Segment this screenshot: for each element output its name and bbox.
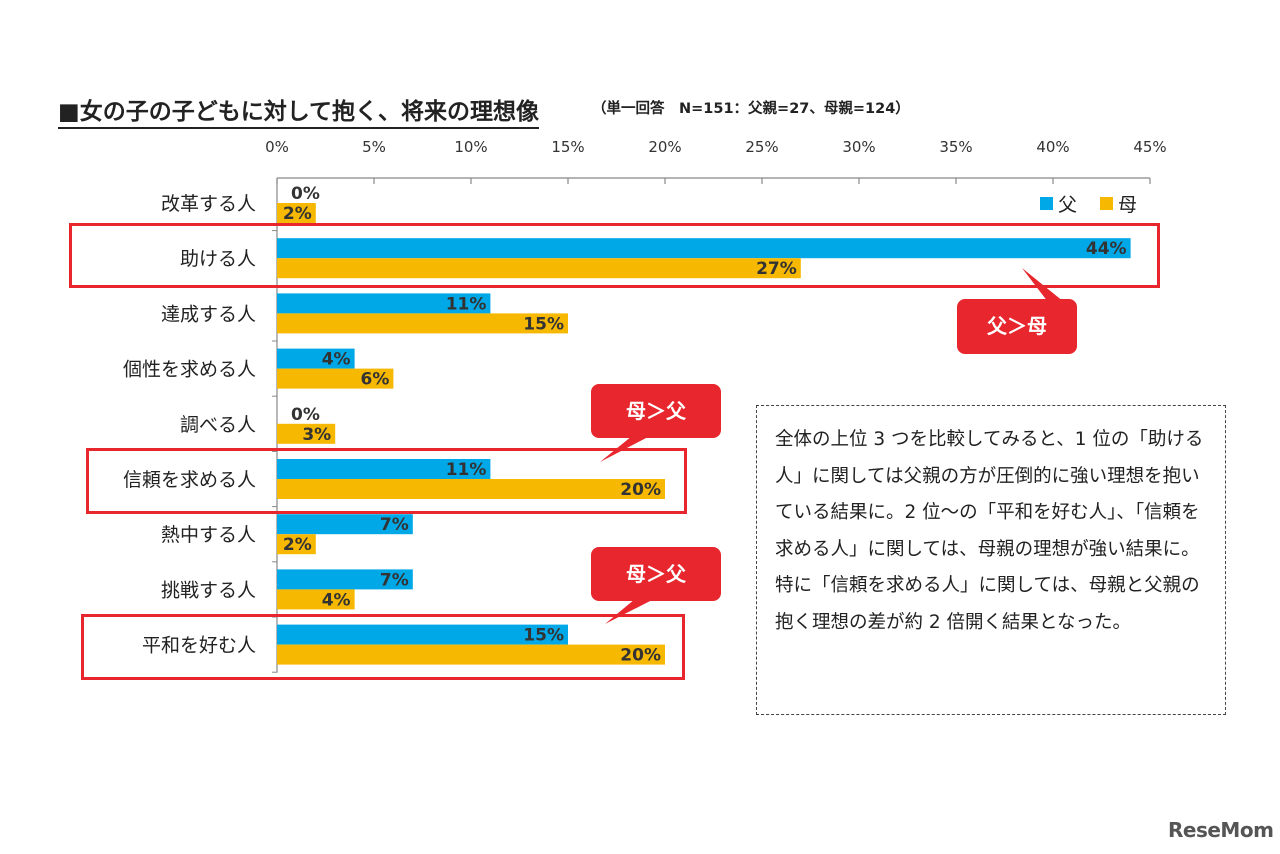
bar-father — [277, 459, 491, 479]
category-label: 個性を求める人 — [123, 359, 256, 381]
bubble-father-gt-mother: 父＞母 — [957, 299, 1077, 354]
category-label: 平和を好む人 — [142, 635, 256, 657]
category-label: 熱中する人 — [161, 524, 256, 546]
bar-father — [277, 348, 355, 369]
bar-value-label: 6% — [361, 370, 390, 390]
legend-swatch — [1100, 197, 1113, 210]
category-label: 調べる人 — [180, 414, 256, 436]
bar-value-label: 3% — [302, 425, 331, 445]
category-label: 助ける人 — [180, 248, 256, 270]
bar-father — [277, 514, 413, 535]
bar-value-label: 4% — [322, 350, 351, 370]
resemom-logo: ReseMom — [1168, 818, 1274, 842]
bar-value-label: 0% — [291, 405, 320, 425]
x-tick-label: 35% — [939, 138, 972, 156]
x-tick-label: 10% — [454, 138, 487, 156]
chart-title: ■女の子の子どもに対して抱く、将来の理想像 — [58, 92, 540, 129]
category-label: 改革する人 — [161, 193, 256, 215]
x-tick-label: 0% — [265, 138, 289, 156]
bar-father — [277, 238, 1131, 259]
bar-value-label: 15% — [523, 626, 564, 646]
bar-value-label: 27% — [756, 259, 797, 279]
bar-value-label: 11% — [446, 460, 487, 480]
bubble-mother-gt-father-1: 母＞父 — [591, 384, 721, 438]
bar-mother — [277, 644, 665, 665]
category-label: 挑戦する人 — [161, 579, 256, 601]
bar-value-label: 20% — [620, 480, 661, 500]
bar-value-label: 4% — [322, 590, 351, 610]
bar-value-label: 2% — [283, 204, 312, 224]
chart-subtitle: （単一回答 N=151：父親=27、母親=124） — [592, 101, 910, 117]
bar-value-label: 0% — [291, 184, 320, 204]
x-tick-label: 45% — [1133, 138, 1166, 156]
highlight-frame-tasukeru — [69, 223, 1160, 288]
x-tick-label: 20% — [648, 138, 681, 156]
x-tick-label: 5% — [362, 138, 386, 156]
bar-father — [277, 569, 413, 590]
x-tick-label: 40% — [1036, 138, 1069, 156]
legend-swatch — [1040, 197, 1053, 210]
bar-mother — [277, 203, 316, 223]
category-label: 達成する人 — [161, 303, 256, 325]
bar-value-label: 7% — [380, 570, 409, 590]
comment-box: 全体の上位 3 つを比較してみると、1 位の「助ける人」に関しては父親の方が圧倒… — [756, 405, 1226, 715]
x-tick-label: 25% — [745, 138, 778, 156]
bar-mother — [277, 479, 665, 499]
x-tick-label: 30% — [842, 138, 875, 156]
bar-mother — [277, 589, 355, 610]
bar-value-label: 15% — [523, 314, 564, 334]
bar-mother — [277, 423, 336, 444]
x-tick-label: 15% — [551, 138, 584, 156]
highlight-frame-heiwa — [81, 614, 685, 680]
bar-value-label: 20% — [620, 646, 661, 666]
bar-father — [277, 293, 491, 314]
bar-value-label: 2% — [283, 535, 312, 555]
bubble-mother-gt-father-2: 母＞父 — [591, 547, 721, 601]
category-label: 信頼を求める人 — [123, 469, 256, 491]
bar-mother — [277, 258, 801, 279]
bar-mother — [277, 368, 394, 389]
bar-value-label: 7% — [380, 515, 409, 535]
legend-label: 父 — [1058, 194, 1077, 216]
bar-value-label: 44% — [1086, 239, 1127, 259]
bar-father — [277, 624, 568, 645]
bar-mother — [277, 534, 316, 555]
highlight-frame-shinrai — [86, 448, 687, 514]
bar-mother — [277, 313, 568, 334]
legend-label: 母 — [1118, 194, 1137, 216]
bar-value-label: 11% — [446, 294, 487, 314]
